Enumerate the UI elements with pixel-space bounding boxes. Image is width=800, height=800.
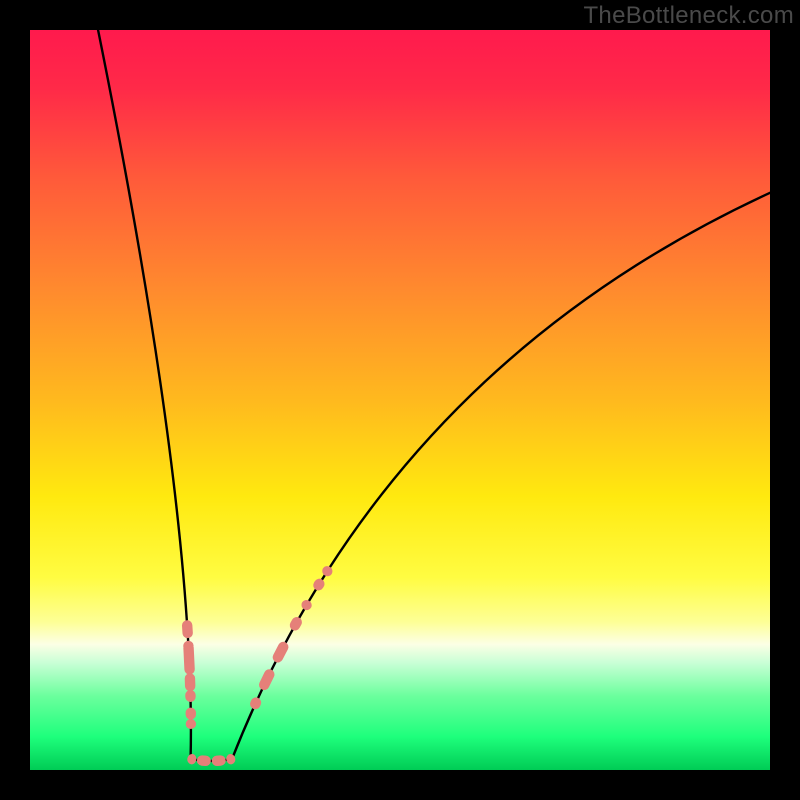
bead [186, 719, 196, 729]
bottleneck-chart [0, 0, 800, 800]
bead [186, 708, 197, 720]
bead [182, 620, 194, 639]
bead [185, 673, 196, 691]
bead [185, 690, 196, 702]
bead [183, 642, 195, 674]
plot-area [30, 30, 770, 770]
